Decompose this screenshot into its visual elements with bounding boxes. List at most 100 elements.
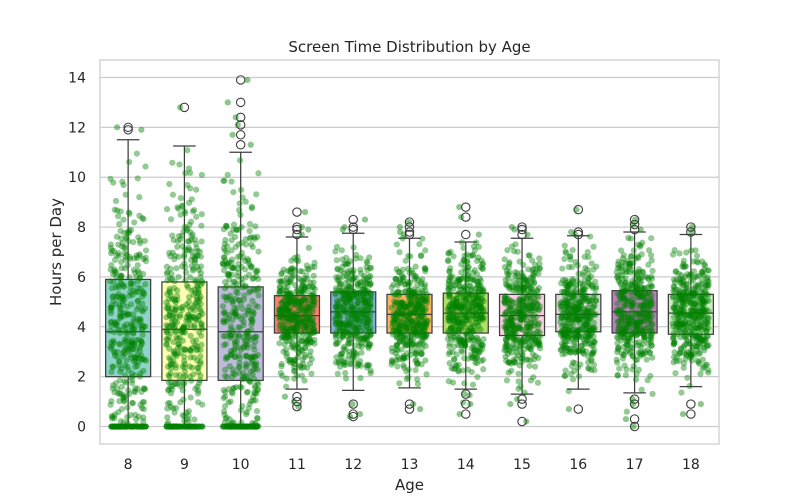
jitter-point (292, 282, 299, 289)
jitter-point (247, 398, 255, 405)
chart-title: Screen Time Distribution by Age (288, 38, 530, 56)
jitter-point (365, 289, 373, 296)
jitter-point (167, 361, 174, 368)
jitter-point (234, 269, 242, 276)
jitter-point (173, 404, 180, 412)
jitter-point (252, 338, 259, 345)
jitter-point (129, 399, 136, 406)
jitter-point (134, 297, 142, 304)
jitter-point (234, 273, 241, 280)
jitter-point (165, 379, 172, 386)
jitter-point (118, 265, 125, 272)
jitter-point (626, 338, 633, 345)
outlier-jitter-point (456, 410, 463, 418)
jitter-point (132, 411, 139, 418)
jitter-point (174, 380, 182, 387)
jitter-point (116, 302, 123, 309)
outlier-point-age-10 (235, 140, 246, 150)
jitter-point (226, 259, 233, 266)
jitter-point (134, 262, 141, 269)
outlier-jitter-point (514, 396, 521, 403)
jitter-point (282, 293, 289, 300)
jitter-point (132, 354, 139, 361)
jitter-point (590, 266, 597, 273)
jitter-point (249, 318, 256, 326)
jitter-point (333, 257, 340, 264)
jitter-point (687, 300, 694, 307)
jitter-point (131, 219, 138, 226)
jitter-point (128, 338, 135, 345)
jitter-point (191, 255, 198, 263)
jitter-point (167, 390, 175, 397)
jitter-point (463, 279, 470, 286)
jitter-point (243, 328, 251, 336)
jitter-point (107, 250, 115, 257)
jitter-point (193, 296, 201, 304)
jitter-point (170, 357, 177, 364)
jitter-point (276, 305, 284, 312)
jitter-point (458, 347, 465, 354)
jitter-point (163, 305, 170, 312)
jitter-point (648, 331, 655, 338)
jitter-point (179, 243, 186, 250)
jitter-point (282, 318, 289, 326)
jitter-point (460, 244, 467, 252)
jitter-point (230, 264, 237, 271)
jitter-point (309, 297, 316, 305)
jitter-point (225, 272, 232, 279)
jitter-point (302, 311, 309, 318)
jitter-point (128, 340, 136, 347)
jitter-point (127, 320, 135, 327)
jitter-point (187, 274, 194, 281)
jitter-point (445, 257, 452, 264)
x-tick-label-11: 11 (288, 457, 306, 473)
jitter-point (142, 281, 149, 288)
jitter-point (364, 318, 371, 325)
jitter-point (124, 387, 132, 394)
jitter-point (501, 299, 508, 306)
jitter-point (395, 268, 402, 276)
jitter-point (245, 405, 252, 412)
jitter-point (163, 327, 170, 334)
jitter-point (240, 344, 248, 351)
jitter-point (469, 306, 476, 313)
jitter-point (503, 377, 511, 384)
jitter-point (559, 314, 566, 321)
jitter-point (110, 179, 117, 186)
jitter-point (295, 341, 302, 348)
jitter-point (182, 277, 189, 284)
jitter-point (198, 277, 206, 285)
jitter-point (516, 343, 523, 350)
jitter-point (247, 336, 255, 343)
jitter-point (111, 266, 118, 273)
jitter-point (282, 314, 289, 321)
jitter-point (126, 292, 133, 299)
jitter-point (564, 278, 571, 285)
jitter-point (292, 313, 299, 320)
jitter-point (629, 366, 636, 373)
jitter-point (170, 349, 177, 356)
jitter-point (230, 221, 238, 228)
jitter-point (299, 338, 306, 345)
outlier-jitter-point (356, 410, 364, 418)
jitter-point (465, 294, 472, 302)
jitter-point (478, 305, 485, 312)
jitter-point (135, 354, 143, 361)
jitter-point (173, 352, 180, 360)
jitter-point (672, 370, 679, 377)
jitter-point (705, 315, 712, 322)
jitter-point (173, 314, 180, 321)
jitter-point (229, 283, 237, 290)
jitter-point (129, 345, 136, 353)
outlier-point-age-10 (235, 130, 246, 140)
outlier-point-age-16 (573, 404, 584, 414)
jitter-point (247, 354, 254, 361)
jitter-point (282, 330, 289, 337)
jitter-point (282, 334, 290, 341)
jitter-point (671, 349, 678, 356)
jitter-point (573, 333, 580, 340)
jitter-point (342, 375, 350, 382)
jitter-point (536, 255, 543, 262)
jitter-point (183, 282, 191, 289)
jitter-point (119, 298, 127, 305)
